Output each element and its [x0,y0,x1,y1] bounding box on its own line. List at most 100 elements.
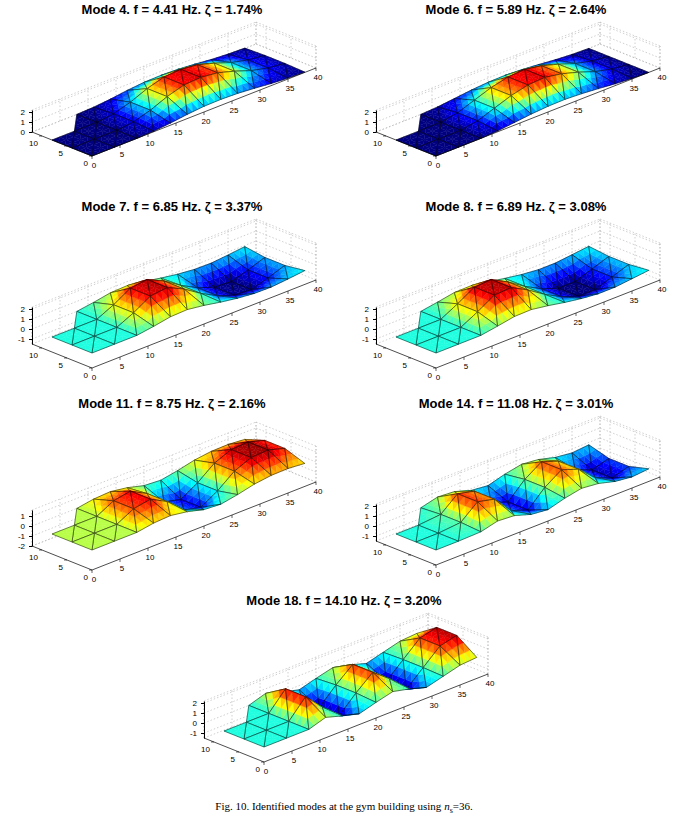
mesh-edge [167,97,187,124]
mesh-edge [461,121,481,139]
mesh-edge [436,139,458,156]
mesh-edge [231,63,251,72]
surface-patch [174,103,181,112]
panel: Mode 6. f = 5.89 Hz. ζ = 2.64%0510152025… [365,2,667,170]
surface-patch [403,134,410,140]
surface-patch [271,260,278,267]
y-grid-line [660,46,661,68]
surface-patch [89,122,96,128]
y-tick-label: 5 [403,149,408,158]
z-tick-label: 2 [365,108,370,117]
y-grid-line [316,243,317,280]
mesh-edge [575,64,595,73]
mesh-edge [612,69,632,84]
mesh-edge [150,110,170,131]
surface-patch [440,122,447,128]
x-grid-line [376,110,377,132]
box-edge [256,219,316,243]
box-edge [256,44,316,68]
z-grid-line [376,44,600,132]
surface-patch [123,133,130,139]
x-tick [92,156,93,159]
y-tick-label: 10 [373,139,382,148]
surface-patch [274,270,281,275]
z-tick: 1 [21,118,32,127]
surface-patch [433,122,440,128]
x-tick [232,101,233,104]
x-tick [660,68,661,71]
surface-patch [420,114,427,120]
z-tick-mark [29,112,32,113]
z-grid-line [32,241,256,329]
x-grid-line [116,77,117,99]
box-edge [32,307,33,344]
y-tick-label: 5 [59,149,64,158]
z-tick-label: 0 [21,128,26,137]
y-tick-label: 10 [29,139,38,148]
mesh-edge [94,122,116,139]
surface-patch [120,116,127,122]
surface-patch [251,250,258,258]
x-tick-label: 35 [286,84,295,93]
z-grid-line [256,34,316,58]
mesh-edge [134,110,154,131]
surface-patch [567,73,574,80]
surface-patch [426,125,433,131]
mesh-edge [268,63,288,78]
surface-patch [102,117,109,123]
mesh-edge [595,72,615,89]
mesh-edge [201,77,221,106]
y-tick [89,156,92,157]
surface-patch [87,139,94,145]
x-tick-label: 25 [230,106,239,115]
surface-patch [183,271,190,277]
surface [52,247,305,353]
z-grid-line [600,24,660,48]
x-grid-line [228,33,229,55]
surface-patch [453,130,460,136]
mesh-edge [211,54,231,63]
surface-patch [466,124,473,130]
z-axis: 012 [21,108,33,137]
surface-patch [550,75,557,84]
surface-patch [500,100,507,109]
mesh-edge [285,63,305,78]
y-tick [383,136,386,137]
z-grid-line [376,34,600,122]
x-tick [204,112,205,115]
z-grid-line [32,231,256,319]
mesh-edge [268,68,288,84]
surface-patch [200,265,207,273]
mesh-edge [418,114,440,131]
panel-title: Mode 4. f = 4.41 Hz. ζ = 1.74% [82,2,263,17]
mesh-edge [214,282,234,296]
surface-patch [94,139,101,145]
axes: 05101520253035400510 [29,68,323,170]
surface-patch [418,131,425,137]
box-edge [316,46,317,68]
surface-patch [464,115,471,121]
z-grid-line [376,24,600,112]
surface-patch [96,122,103,128]
box-edge [32,256,256,344]
y-grid-line [316,46,317,68]
mesh-edge [575,61,595,72]
mesh-edge [562,74,582,100]
z-tick: 0 [365,128,376,137]
mesh-edge [508,69,528,85]
mesh-edge [251,71,271,89]
z-grid-line [32,44,256,132]
mesh-edge [184,85,204,114]
surface-patch [431,139,438,145]
x-tick-label: 10 [146,139,155,148]
box-edge [600,22,660,46]
x-tick-label: 20 [546,117,555,126]
y-grid-line [266,223,267,260]
mesh-edge [418,122,440,139]
z-tick-label: 1 [21,118,26,127]
surface-patch [460,93,467,96]
z-grid-line [600,34,660,58]
mesh-edge [572,48,592,61]
surface-patch [197,99,204,109]
surface-patch [534,80,541,90]
